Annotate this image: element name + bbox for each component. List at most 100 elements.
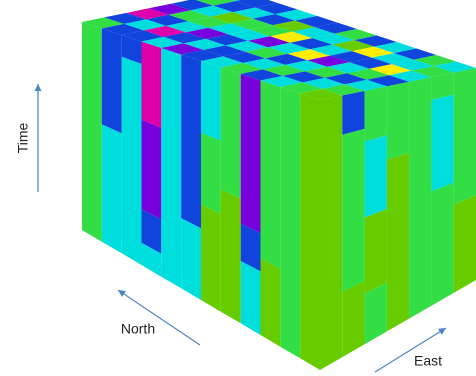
top-voxel bbox=[285, 60, 328, 72]
top-voxel bbox=[240, 69, 283, 81]
top-voxel bbox=[243, 58, 286, 70]
top-voxel bbox=[168, 10, 211, 22]
top-voxel bbox=[349, 57, 392, 69]
top-voxel bbox=[148, 3, 191, 15]
top-voxel bbox=[352, 46, 395, 58]
top-voxel bbox=[104, 12, 147, 24]
top-voxel bbox=[213, 1, 256, 13]
top-voxel bbox=[255, 3, 298, 15]
left-voxel bbox=[260, 80, 281, 269]
top-voxel bbox=[389, 70, 432, 82]
left-voxel bbox=[260, 258, 281, 347]
top-voxel bbox=[263, 64, 306, 76]
top-voxel bbox=[371, 53, 414, 65]
right-voxel bbox=[342, 128, 365, 292]
right-voxel bbox=[453, 68, 476, 205]
top-voxel bbox=[270, 31, 313, 43]
top-voxel bbox=[124, 19, 167, 31]
left-voxel bbox=[181, 218, 201, 300]
top-voxel bbox=[300, 88, 343, 100]
top-voxel bbox=[260, 75, 303, 87]
top-voxel bbox=[171, 0, 214, 11]
top-voxel bbox=[433, 61, 476, 73]
top-voxel bbox=[201, 56, 244, 68]
top-voxel bbox=[188, 16, 231, 28]
top-voxel bbox=[233, 7, 276, 19]
left-voxel bbox=[141, 119, 162, 220]
left-voxel bbox=[101, 28, 122, 134]
left-voxel bbox=[300, 93, 320, 370]
top-voxel bbox=[287, 49, 330, 61]
top-voxel bbox=[310, 44, 353, 56]
left-voxel bbox=[220, 189, 241, 324]
top-voxel bbox=[252, 14, 295, 26]
top-voxel bbox=[250, 25, 293, 37]
right-voxel bbox=[364, 135, 387, 218]
top-voxel bbox=[235, 0, 278, 8]
top-voxel bbox=[210, 12, 253, 24]
top-voxel bbox=[307, 55, 350, 67]
left-voxel bbox=[141, 242, 162, 277]
top-voxel bbox=[225, 40, 268, 52]
top-voxel bbox=[230, 18, 273, 30]
top-voxel bbox=[146, 14, 189, 26]
left-voxel bbox=[121, 56, 142, 265]
left-voxel bbox=[101, 124, 122, 254]
right-voxel bbox=[431, 182, 454, 306]
north-arrow bbox=[117, 289, 201, 346]
left-voxel bbox=[121, 35, 142, 64]
top-voxel bbox=[411, 66, 454, 78]
left-voxel bbox=[240, 223, 261, 272]
left-voxel bbox=[141, 209, 162, 254]
right-voxel bbox=[431, 94, 454, 192]
left-voxel bbox=[240, 261, 261, 335]
top-voxel bbox=[295, 16, 338, 28]
top-voxel bbox=[141, 36, 184, 48]
top-voxel bbox=[245, 47, 288, 59]
top-voxel bbox=[282, 71, 325, 83]
left-voxel bbox=[82, 22, 102, 242]
top-voxel bbox=[163, 32, 206, 44]
top-voxel bbox=[166, 21, 209, 33]
north-label: North bbox=[121, 321, 155, 337]
top-voxel bbox=[161, 43, 204, 55]
top-voxel bbox=[394, 48, 437, 60]
top-voxel bbox=[324, 73, 367, 85]
right-voxel bbox=[364, 86, 387, 142]
left-voxel bbox=[280, 87, 301, 359]
top-voxel bbox=[121, 30, 164, 42]
top-voxel bbox=[302, 77, 345, 89]
top-voxel bbox=[248, 36, 291, 48]
top-voxel bbox=[354, 35, 397, 47]
top-voxel bbox=[265, 53, 308, 65]
top-voxel bbox=[196, 0, 236, 6]
left-voxel bbox=[201, 61, 221, 141]
left-voxel bbox=[181, 54, 201, 229]
top-voxel bbox=[186, 27, 229, 39]
top-voxel bbox=[228, 29, 271, 41]
top-voxel bbox=[391, 59, 434, 71]
top-voxel bbox=[305, 66, 348, 78]
top-voxel bbox=[329, 51, 372, 63]
top-voxel bbox=[101, 23, 144, 35]
top-voxel bbox=[275, 9, 318, 21]
top-voxel bbox=[205, 34, 248, 46]
right-voxel bbox=[342, 90, 365, 135]
left-voxel bbox=[161, 48, 182, 289]
top-voxel bbox=[334, 29, 377, 41]
top-voxel bbox=[181, 49, 224, 61]
time-label: Time bbox=[15, 122, 31, 153]
top-voxel bbox=[220, 62, 263, 74]
top-voxel bbox=[290, 38, 333, 50]
top-voxel bbox=[223, 51, 266, 63]
east-label: East bbox=[414, 353, 442, 369]
top-voxel bbox=[344, 79, 387, 91]
top-voxel bbox=[191, 5, 234, 17]
left-voxel bbox=[201, 204, 221, 312]
left-voxel bbox=[240, 74, 261, 234]
top-voxel bbox=[332, 40, 375, 52]
left-voxel bbox=[201, 132, 221, 214]
top-voxel bbox=[144, 25, 187, 37]
top-voxel bbox=[322, 84, 365, 96]
